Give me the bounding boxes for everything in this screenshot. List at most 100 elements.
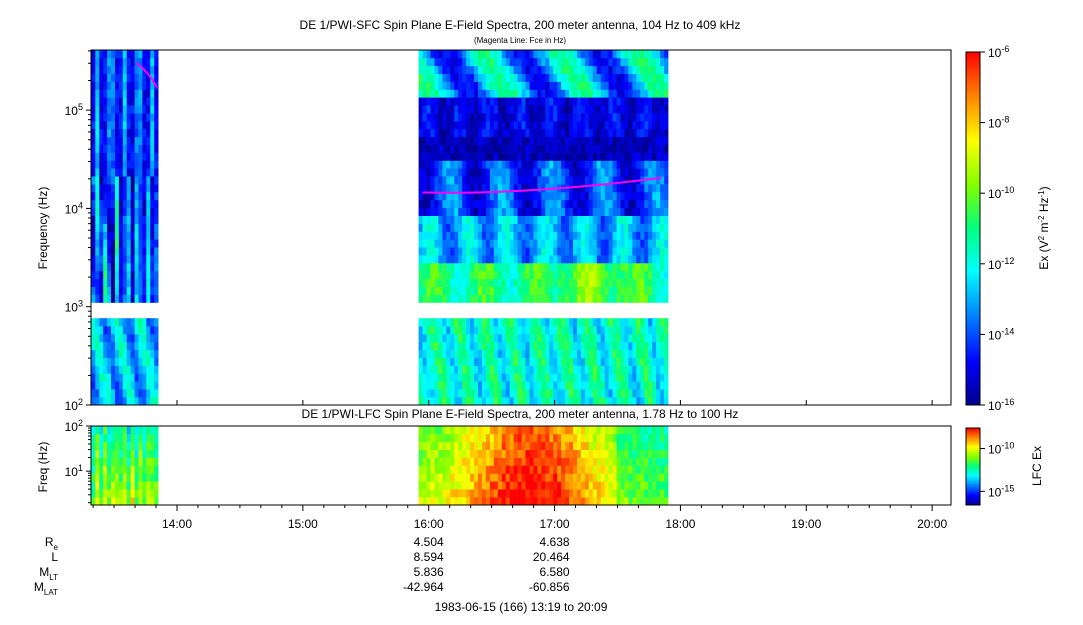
sfc-cell — [482, 326, 487, 335]
sfc-cell — [525, 381, 530, 390]
lfc-cell — [529, 481, 534, 490]
sfc-cell — [541, 247, 546, 256]
sfc-cell — [553, 215, 558, 224]
sfc-cell — [454, 263, 459, 272]
sfc-cell — [553, 278, 558, 287]
sfc-cell — [580, 184, 586, 193]
sfc-cell — [154, 128, 159, 138]
sfc-cell — [628, 176, 633, 185]
sfc-cell — [489, 247, 495, 256]
sfc-cell — [434, 199, 439, 209]
sfc-cell — [482, 152, 487, 161]
sfc-cell — [628, 128, 633, 138]
sfc-cell — [588, 231, 594, 240]
sfc-cell — [656, 81, 661, 90]
sfc-cell — [478, 270, 483, 280]
sfc-cell — [454, 349, 459, 358]
sfc-cell — [426, 81, 431, 90]
lfc-cell — [103, 433, 108, 443]
sfc-cell — [592, 89, 598, 98]
sfc-cell — [640, 223, 645, 232]
sfc-cell — [426, 50, 431, 59]
sfc-cell — [130, 57, 135, 67]
sfc-cell — [478, 176, 483, 185]
lfc-cell — [103, 497, 108, 506]
sfc-cell — [533, 239, 538, 248]
sfc-cell — [130, 349, 135, 358]
y-tick-label-base: 10 — [65, 420, 79, 434]
lfc-cell — [580, 457, 586, 466]
sfc-cell — [489, 65, 495, 74]
lfc-cell — [616, 441, 621, 450]
sfc-cell — [99, 215, 104, 224]
sfc-cell — [584, 231, 590, 240]
sfc-cell — [138, 199, 143, 209]
sfc-cell — [422, 128, 427, 138]
lfc-cell — [434, 481, 439, 490]
sfc-cell — [537, 381, 542, 390]
sfc-cell — [115, 255, 120, 264]
lfc-cell — [450, 426, 455, 435]
sfc-cell — [509, 341, 514, 351]
sfc-cell — [111, 294, 116, 303]
lfc-cell — [122, 489, 128, 498]
sfc-cell — [569, 263, 574, 272]
lfc-spectrogram — [91, 426, 669, 506]
sfc-cell — [604, 381, 609, 390]
sfc-cell — [485, 357, 491, 366]
lfc-cell — [99, 457, 104, 466]
sfc-cell — [529, 389, 534, 398]
sfc-cell — [600, 223, 605, 232]
lfc-cell — [103, 481, 108, 490]
sfc-cell — [107, 207, 112, 216]
sfc-cell — [454, 184, 459, 193]
sfc-cell — [418, 326, 423, 335]
sfc-cell — [458, 65, 463, 74]
sfc-cell — [134, 199, 139, 209]
sfc-cell — [664, 89, 669, 98]
sfc-cell — [458, 121, 463, 130]
sfc-cell — [466, 50, 471, 59]
sfc-cell — [95, 105, 100, 114]
lfc-cell — [438, 441, 443, 450]
sfc-cell — [549, 73, 554, 82]
sfc-cell — [513, 168, 518, 177]
lfc-cell — [517, 426, 522, 435]
lfc-cell — [111, 433, 116, 443]
cb-tick-label-base: 10 — [988, 399, 1002, 413]
sfc-cell — [470, 334, 475, 343]
sfc-cell — [482, 176, 487, 185]
lfc-cell — [103, 457, 108, 466]
sfc-cell — [644, 160, 649, 169]
sfc-cell — [604, 89, 609, 98]
sfc-cell — [126, 326, 131, 335]
sfc-cell — [592, 278, 598, 287]
sfc-cell — [569, 176, 574, 185]
cb-tick-label-base: 10 — [988, 485, 1002, 499]
sfc-cell — [497, 152, 503, 161]
sfc-cell — [122, 278, 128, 287]
sfc-cell — [553, 357, 558, 366]
sfc-cell — [588, 239, 594, 248]
sfc-cell — [446, 152, 451, 161]
lfc-cell — [95, 441, 100, 450]
lfc-cell — [537, 457, 542, 466]
sfc-cell — [489, 263, 495, 272]
sfc-cell — [592, 160, 598, 169]
sfc-cell — [118, 286, 124, 295]
sfc-cell — [422, 168, 427, 177]
sfc-cell — [489, 81, 495, 90]
lfc-cell — [541, 449, 546, 458]
sfc-cell — [462, 365, 467, 374]
sfc-cell — [529, 57, 534, 67]
lfc-cell — [636, 497, 641, 506]
sfc-cell — [466, 341, 471, 351]
sfc-cell — [612, 334, 617, 343]
sfc-cell — [111, 255, 116, 264]
sfc-cell — [517, 50, 522, 59]
sfc-cell — [91, 389, 96, 398]
sfc-cell — [656, 199, 661, 209]
sfc-cell — [577, 199, 582, 209]
sfc-cell — [99, 97, 104, 106]
sfc-cell — [537, 255, 542, 264]
